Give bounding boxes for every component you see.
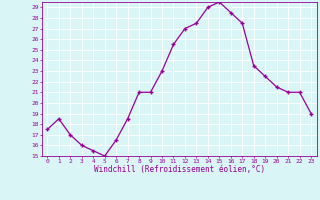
- X-axis label: Windchill (Refroidissement éolien,°C): Windchill (Refroidissement éolien,°C): [94, 165, 265, 174]
